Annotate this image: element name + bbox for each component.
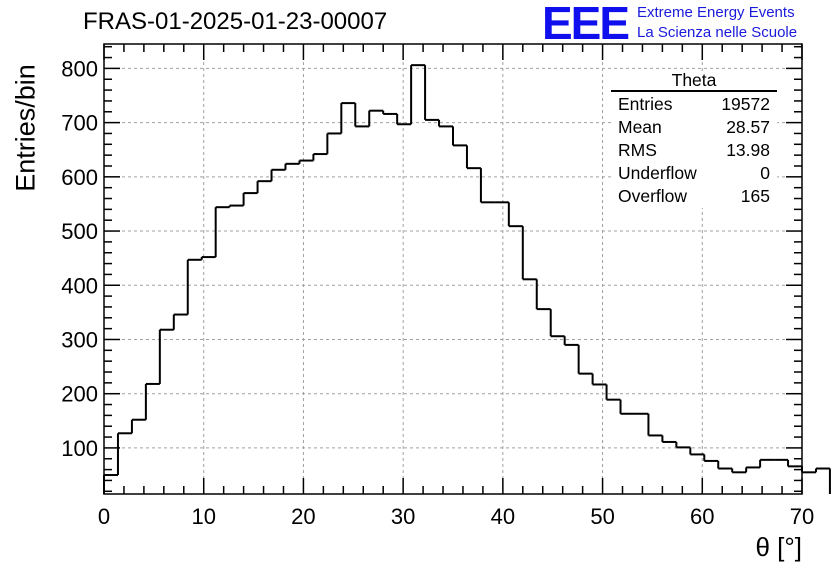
- y-tick-label: 800: [61, 56, 98, 81]
- x-tick-label: 70: [790, 504, 814, 529]
- x-tick-label: 40: [491, 504, 515, 529]
- stats-value: 28.57: [726, 117, 770, 137]
- stats-title: Theta: [611, 71, 777, 92]
- y-tick-label: 300: [61, 327, 98, 352]
- stats-label: RMS: [618, 140, 657, 160]
- y-axis-label: Entries/bin: [10, 64, 41, 192]
- stats-label: Overflow: [618, 186, 688, 206]
- x-tick-label: 50: [590, 504, 614, 529]
- axis-tick-labels: 0 10 20 30 40 50 60 70 100 200 300 400 500 600 700 800: [61, 56, 814, 529]
- stats-value: 19572: [721, 94, 770, 114]
- stats-label: Underflow: [618, 163, 697, 183]
- stats-row-rms: RMS 13.98: [611, 139, 777, 162]
- stats-row-mean: Mean 28.57: [611, 116, 777, 139]
- stats-value: 165: [740, 186, 770, 206]
- plot-frame: [103, 43, 803, 495]
- x-tick-label: 20: [291, 504, 315, 529]
- stats-row-entries: Entries 19572: [611, 93, 777, 116]
- stats-label: Entries: [618, 94, 673, 114]
- x-axis-label: θ [°]: [755, 532, 802, 562]
- stats-value: 13.98: [726, 140, 770, 160]
- chart-title: FRAS-01-2025-01-23-00007: [83, 8, 388, 35]
- x-tick-label: 10: [191, 504, 215, 529]
- x-tick-label: 0: [98, 504, 110, 529]
- stats-value: 0: [760, 163, 770, 183]
- y-tick-label: 700: [61, 111, 98, 136]
- y-axis-label-wrap: Entries/bin: [6, 64, 46, 192]
- x-tick-label: 60: [690, 504, 714, 529]
- y-tick-label: 600: [61, 165, 98, 190]
- y-tick-label: 200: [61, 382, 98, 407]
- eee-logo: EEE: [542, 0, 630, 49]
- plot-border: [103, 43, 803, 495]
- logo-line-1: Extreme Energy Events: [637, 4, 795, 21]
- axis-ticks: [103, 44, 803, 494]
- x-tick-label: 30: [391, 504, 415, 529]
- y-tick-label: 100: [61, 436, 98, 461]
- stats-box: Theta Entries 19572 Mean 28.57 RMS 13.98…: [611, 71, 777, 208]
- stats-row-underflow: Underflow 0: [611, 162, 777, 185]
- y-tick-label: 500: [61, 219, 98, 244]
- stats-label: Mean: [618, 117, 662, 137]
- stats-row-overflow: Overflow 165: [611, 185, 777, 208]
- y-tick-label: 400: [61, 273, 98, 298]
- logo-line-2: La Scienza nelle Scuole: [637, 24, 798, 41]
